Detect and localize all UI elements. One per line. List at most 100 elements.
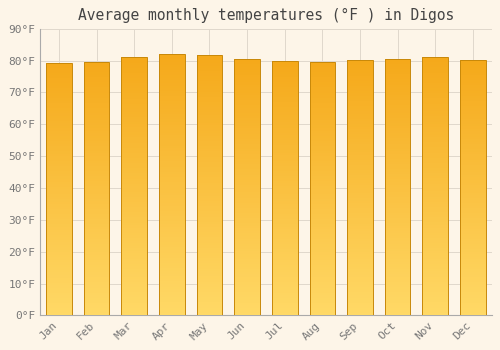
Bar [422,75,448,78]
Bar [460,93,485,96]
Bar [422,104,448,106]
Bar [196,159,222,162]
Bar [234,254,260,257]
Bar [234,180,260,182]
Bar [310,166,335,168]
Bar [422,212,448,215]
Bar [347,173,373,175]
Bar [196,76,222,78]
Bar [84,62,110,315]
Bar [196,110,222,112]
Bar [46,204,72,207]
Bar [460,62,485,65]
Bar [422,142,448,145]
Bar [122,272,147,274]
Bar [46,63,72,65]
Bar [122,302,147,305]
Bar [122,300,147,302]
Bar [234,220,260,223]
Bar [159,195,184,198]
Bar [310,288,335,290]
Bar [122,96,147,99]
Bar [347,114,373,116]
Bar [460,267,485,270]
Bar [196,123,222,125]
Bar [84,75,110,77]
Bar [310,178,335,181]
Bar [234,305,260,308]
Bar [122,166,147,168]
Bar [159,294,184,297]
Bar [460,262,485,264]
Bar [159,253,184,256]
Bar [46,313,72,315]
Bar [310,133,335,135]
Bar [460,229,485,231]
Bar [272,82,297,84]
Bar [310,293,335,295]
Bar [234,95,260,98]
Bar [422,207,448,210]
Bar [84,133,110,135]
Bar [385,156,410,159]
Bar [272,206,297,209]
Bar [272,250,297,252]
Bar [46,300,72,303]
Bar [234,241,260,244]
Bar [422,60,448,62]
Bar [347,109,373,111]
Bar [310,239,335,242]
Bar [385,290,410,292]
Bar [234,175,260,177]
Bar [84,224,110,227]
Bar [460,254,485,257]
Bar [46,169,72,171]
Bar [272,64,297,66]
Bar [234,113,260,116]
Bar [122,233,147,236]
Bar [46,219,72,222]
Bar [385,159,410,162]
Bar [46,250,72,252]
Bar [422,313,448,315]
Bar [272,84,297,87]
Bar [347,303,373,305]
Bar [234,208,260,210]
Bar [122,101,147,104]
Bar [159,143,184,146]
Bar [385,136,410,139]
Bar [272,166,297,168]
Bar [385,264,410,267]
Bar [122,130,147,132]
Bar [196,266,222,268]
Bar [385,167,410,169]
Bar [422,194,448,197]
Bar [272,282,297,285]
Bar [159,256,184,258]
Bar [84,120,110,123]
Bar [46,88,72,91]
Bar [347,241,373,244]
Bar [347,252,373,254]
Bar [460,274,485,277]
Bar [196,224,222,227]
Bar [196,185,222,188]
Bar [46,217,72,219]
Bar [422,176,448,178]
Bar [234,261,260,264]
Bar [422,189,448,191]
Bar [272,150,297,153]
Bar [422,235,448,238]
Bar [46,161,72,164]
Bar [122,274,147,277]
Bar [234,123,260,126]
Bar [84,118,110,120]
Bar [196,230,222,232]
Bar [310,252,335,255]
Bar [122,168,147,171]
Bar [347,224,373,226]
Bar [347,78,373,80]
Bar [460,226,485,229]
Bar [460,68,485,70]
Bar [122,99,147,101]
